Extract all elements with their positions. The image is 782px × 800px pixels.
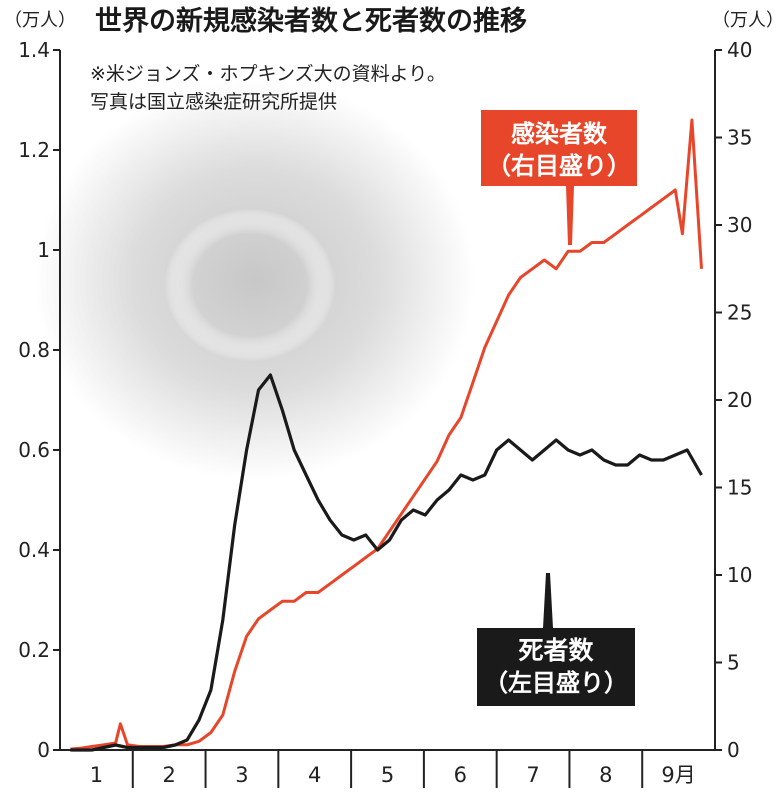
right-tick-label: 15 bbox=[727, 476, 752, 500]
chart-title: 世界の新規感染者数と死者数の推移 bbox=[95, 5, 527, 37]
right-tick-label: 10 bbox=[727, 563, 752, 587]
source-note: ※米ジョンズ・ホプキンズ大の資料より。 bbox=[90, 63, 446, 85]
month-label: 2 bbox=[162, 763, 175, 787]
cases-label-box: 感染者数 （右目盛り） bbox=[481, 110, 637, 245]
month-label: 6 bbox=[454, 763, 467, 787]
left-tick-label: 1 bbox=[37, 238, 50, 262]
month-label: 4 bbox=[308, 763, 321, 787]
left-axis-ticks: 0 0.2 0.4 0.6 0.8 1 1.2 1.4 bbox=[18, 38, 60, 762]
right-tick-label: 5 bbox=[727, 651, 740, 675]
right-tick-label: 35 bbox=[727, 126, 752, 150]
left-tick-label: 0.2 bbox=[18, 638, 50, 662]
right-tick-label: 0 bbox=[727, 738, 740, 762]
photo-credit-note: 写真は国立感染症研究所提供 bbox=[90, 91, 337, 113]
right-unit-label: （万人） bbox=[712, 10, 782, 31]
left-tick-label: 1.2 bbox=[18, 138, 50, 162]
month-axis: 1 2 3 4 5 6 7 8 9月 bbox=[90, 750, 696, 788]
series-layer bbox=[70, 118, 703, 752]
cases-label-line2: （右目盛り） bbox=[487, 152, 631, 180]
virus-photo-background bbox=[35, 80, 475, 480]
left-tick-label: 1.4 bbox=[18, 38, 50, 62]
deaths-label-line2: （左目盛り） bbox=[484, 669, 628, 697]
left-unit-label: （万人） bbox=[4, 10, 76, 31]
deaths-label-line1: 死者数 bbox=[518, 636, 594, 665]
deaths-line bbox=[70, 373, 703, 752]
right-tick-label: 30 bbox=[727, 213, 752, 237]
right-tick-label: 20 bbox=[727, 388, 752, 412]
month-label: 5 bbox=[381, 763, 394, 787]
deaths-label-box: 死者数 （左目盛り） bbox=[477, 573, 635, 706]
left-tick-label: 0.6 bbox=[18, 438, 50, 462]
left-tick-label: 0.8 bbox=[18, 338, 50, 362]
left-tick-label: 0 bbox=[37, 738, 50, 762]
month-label: 1 bbox=[90, 763, 103, 787]
month-label: 9月 bbox=[661, 763, 695, 787]
right-tick-label: 40 bbox=[727, 38, 752, 62]
month-label: 7 bbox=[526, 763, 539, 787]
left-tick-label: 0.4 bbox=[18, 538, 50, 562]
month-label: 8 bbox=[599, 763, 612, 787]
month-label: 3 bbox=[235, 763, 248, 787]
right-tick-label: 25 bbox=[727, 301, 752, 325]
cases-label-line1: 感染者数 bbox=[511, 120, 608, 148]
right-axis-ticks: 0 5 10 15 20 25 30 35 40 bbox=[715, 38, 752, 762]
